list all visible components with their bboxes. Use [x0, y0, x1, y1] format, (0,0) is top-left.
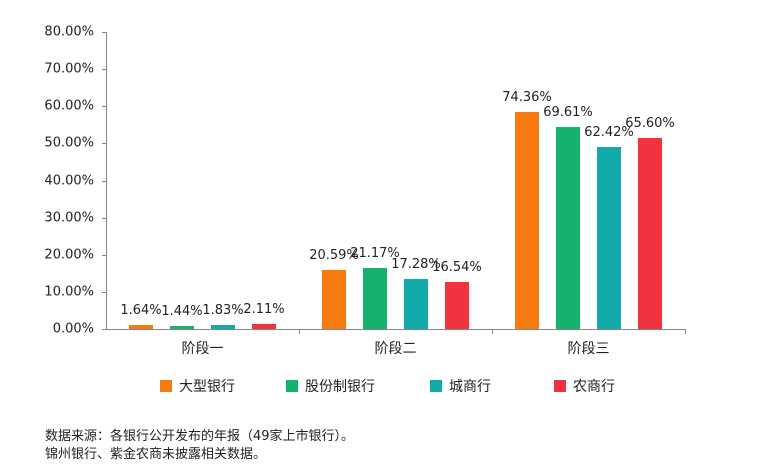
source-note: 数据来源：各银行公开发布的年报（49家上市银行）。 — [45, 429, 355, 444]
bar-0-0 — [129, 325, 153, 329]
x-tick-mark — [685, 329, 686, 334]
value-label: 20.59% — [309, 247, 359, 263]
x-tick-mark — [492, 329, 493, 334]
legend-item: 城商行 — [430, 376, 491, 396]
y-tick-label: 40.00% — [44, 173, 94, 188]
value-label: 16.54% — [432, 259, 482, 275]
bar-1-2 — [404, 278, 428, 329]
y-tick-label: 60.00% — [44, 98, 94, 114]
y-tick-mark — [102, 32, 106, 33]
x-axis-line — [106, 329, 686, 330]
value-label: 1.83% — [202, 302, 244, 318]
bar-2-3 — [638, 138, 662, 329]
value-label: 21.17% — [350, 246, 400, 262]
value-label: 65.60% — [625, 116, 675, 132]
x-tick-mark — [299, 329, 300, 334]
y-tick-mark — [102, 254, 106, 256]
y-tick-mark — [102, 143, 106, 145]
legend-swatch-icon — [160, 380, 172, 392]
y-tick-label: 0.00% — [52, 321, 94, 337]
legend-item: 农商行 — [554, 376, 615, 396]
legend-swatch-icon — [554, 380, 566, 392]
bar-1-0 — [322, 269, 346, 329]
y-tick-label: 80.00% — [44, 24, 94, 40]
bar-1-1 — [363, 268, 387, 329]
bar-2-0 — [515, 112, 539, 329]
legend-swatch-icon — [430, 380, 442, 392]
category-label: 阶段二 — [374, 341, 417, 357]
legend-label: 股份制银行 — [305, 379, 375, 395]
y-tick-mark — [102, 106, 106, 108]
y-tick-label: 30.00% — [44, 210, 94, 226]
y-tick-mark — [102, 291, 106, 293]
value-label: 2.11% — [243, 301, 285, 317]
y-tick-mark — [102, 180, 106, 182]
legend-label: 城商行 — [449, 379, 491, 395]
bar-0-1 — [170, 326, 194, 329]
legend-swatch-icon — [286, 380, 298, 392]
value-label: 1.64% — [120, 303, 162, 319]
y-tick-label: 70.00% — [44, 61, 94, 77]
value-label: 1.44% — [161, 304, 203, 320]
value-label: 17.28% — [391, 256, 441, 272]
value-label: 69.61% — [543, 104, 593, 120]
bar-1-3 — [445, 281, 469, 329]
y-tick-mark — [102, 329, 106, 330]
missing-data-note: 锦州银行、紫金农商未披露相关数据。 — [45, 447, 267, 462]
category-label: 阶段三 — [567, 341, 610, 357]
legend-label: 农商行 — [573, 379, 615, 395]
y-tick-label: 10.00% — [44, 284, 94, 300]
legend-item: 大型银行 — [160, 376, 235, 396]
bar-2-2 — [597, 147, 621, 329]
y-axis-line — [106, 32, 107, 329]
y-tick-label: 20.00% — [44, 247, 94, 263]
value-label: 74.36% — [502, 90, 552, 106]
bar-2-1 — [556, 126, 580, 329]
legend-item: 股份制银行 — [286, 376, 375, 396]
bar-0-2 — [211, 324, 235, 329]
category-label: 阶段一 — [181, 341, 224, 357]
y-tick-label: 50.00% — [44, 135, 94, 151]
y-tick-mark — [102, 69, 106, 71]
y-tick-mark — [102, 217, 106, 219]
value-label: 62.42% — [584, 125, 634, 141]
bar-0-3 — [252, 323, 276, 329]
legend-label: 大型银行 — [179, 379, 235, 395]
